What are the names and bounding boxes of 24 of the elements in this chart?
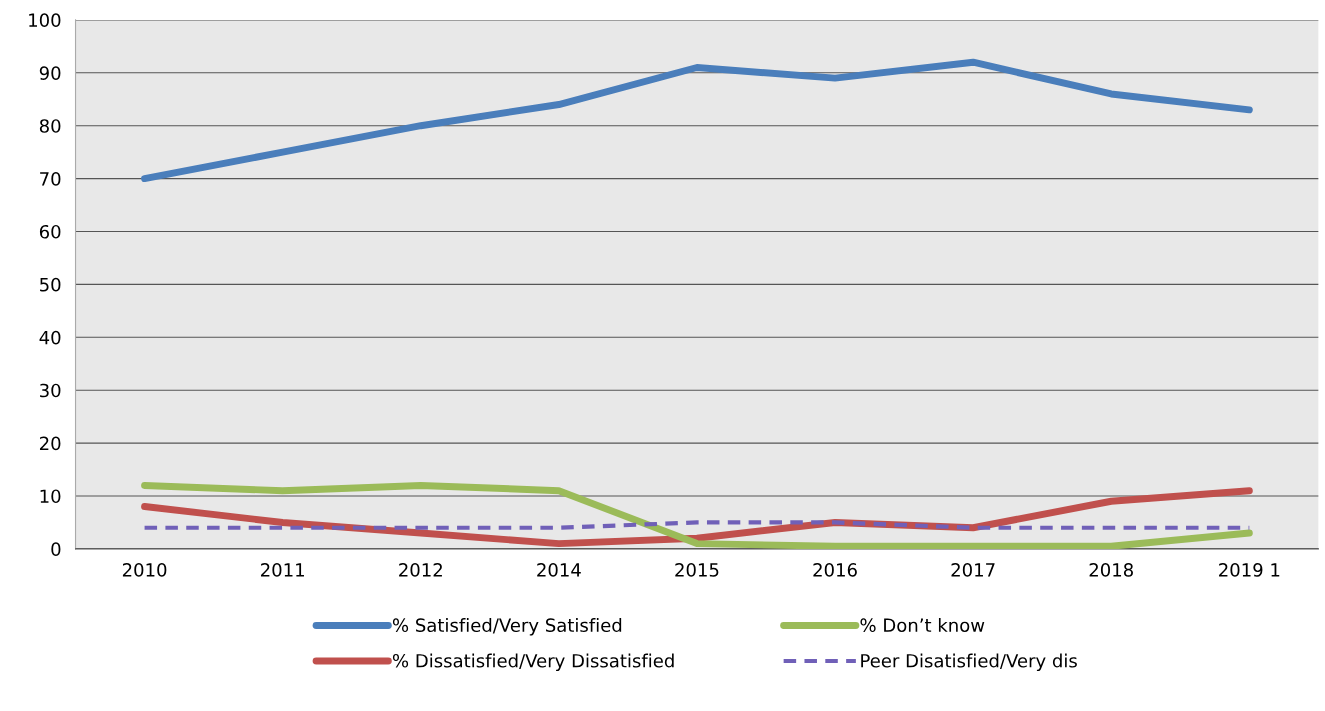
legend-label: Peer Disatisfied/Very dis	[861, 653, 1077, 672]
y-tick-label: 70	[40, 172, 61, 186]
legend-label: % Dissatisfied/Very Dissatisfied	[392, 653, 674, 672]
y-tick-label: 80	[39, 119, 61, 133]
y-tick-label: 50	[40, 277, 61, 292]
y-tick-label: 100	[29, 13, 61, 28]
y-tick-label: 20	[39, 436, 61, 451]
y-tick-label: 60	[39, 224, 61, 239]
y-tick-label: 10	[40, 489, 61, 504]
x-tick-label: 2010	[122, 563, 167, 577]
y-tick-label: 30	[40, 383, 61, 398]
x-tick-label: 2011	[261, 563, 304, 577]
y-tick-label: 0	[51, 542, 61, 557]
x-tick-label: 2018	[1089, 563, 1133, 577]
legend-label: % Don’t know	[860, 618, 985, 633]
x-tick-label: 2019 1	[1219, 563, 1280, 577]
legend-label: % Satisfied/Very Satisfied	[392, 618, 622, 636]
x-tick-label: 2014	[537, 563, 581, 577]
y-tick-label: 40	[39, 330, 61, 345]
x-tick-label: 2016	[813, 563, 857, 577]
x-tick-label: 2015	[675, 563, 719, 577]
y-tick-label: 90	[39, 66, 61, 80]
x-tick-label: 2017	[951, 563, 995, 577]
x-tick-label: 2012	[399, 563, 442, 577]
